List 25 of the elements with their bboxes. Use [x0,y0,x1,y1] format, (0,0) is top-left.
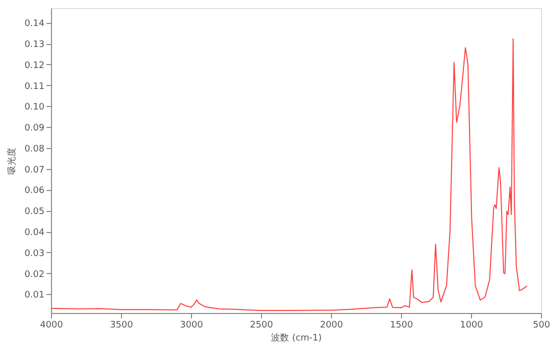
x-tick-label: 2000 [320,320,344,330]
y-tick-label: 0.07 [24,165,44,176]
y-tick-label: 0.13 [24,40,44,50]
y-tick-label: 0.04 [24,228,45,238]
x-tick-label: 1500 [390,320,414,330]
x-axis-title: 波数 (cm-1) [271,332,322,344]
y-tick-label: 0.08 [24,144,45,154]
y-tick-label: 0.10 [24,102,45,113]
x-tick-label: 3500 [110,320,134,330]
y-tick-label: 0.03 [24,248,44,259]
x-tick-label: 3000 [180,320,204,330]
x-tick-label: 1000 [460,320,484,330]
y-tick-label: 0.11 [24,82,44,92]
y-tick-label: 0.06 [24,186,45,196]
y-tick-label: 0.09 [24,124,45,134]
x-tick-label: 2500 [250,320,274,330]
line-series [50,38,528,311]
y-tick-label: 0.01 [24,290,44,301]
y-axis-title: 吸光度 [6,148,18,174]
x-tick-label: 4000 [40,320,64,330]
y-tick-label: 0.05 [24,207,44,218]
x-tick-label: 500 [532,320,550,330]
y-tick-label: 0.14 [24,19,45,30]
y-tick-label: 0.12 [24,60,44,71]
y-tick-label: 0.02 [24,270,44,280]
